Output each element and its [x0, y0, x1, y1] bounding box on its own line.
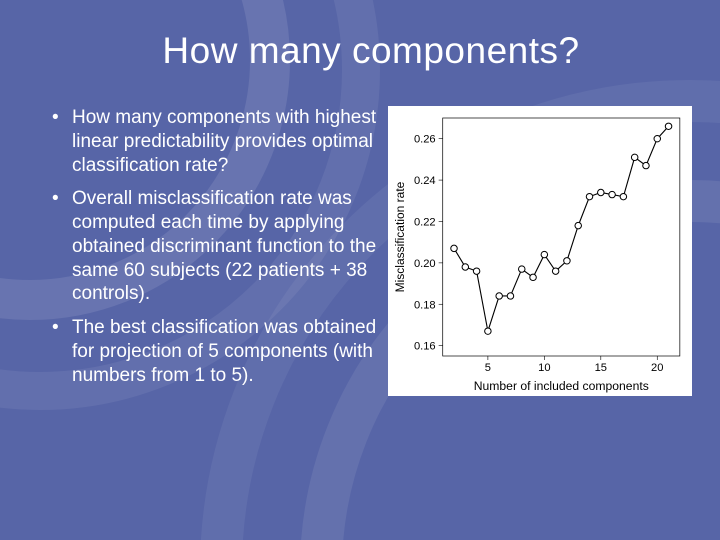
svg-text:5: 5: [485, 362, 491, 374]
svg-text:Number of included components: Number of included components: [474, 379, 649, 393]
slide-title: How many components?: [50, 30, 692, 72]
bullet-item: The best classification was obtained for…: [50, 316, 380, 387]
svg-text:Misclassification rate: Misclassification rate: [393, 181, 407, 292]
bullet-item: How many components with highest linear …: [50, 106, 380, 177]
svg-text:15: 15: [595, 362, 607, 374]
svg-text:10: 10: [538, 362, 550, 374]
svg-text:0.20: 0.20: [414, 258, 436, 270]
svg-text:20: 20: [651, 362, 663, 374]
svg-text:0.22: 0.22: [414, 217, 436, 229]
svg-text:0.18: 0.18: [414, 299, 436, 311]
misclassification-chart: 5 10 15 20 0.16 0.18 0.20 0.22 0.24 0.26 Number of…: [388, 106, 692, 396]
bullet-item: Overall misclassification rate was compu…: [50, 187, 380, 306]
bullet-list: How many components with highest linear …: [50, 106, 380, 397]
svg-text:0.26: 0.26: [414, 134, 436, 146]
svg-text:0.16: 0.16: [414, 341, 436, 353]
svg-text:0.24: 0.24: [414, 175, 436, 187]
